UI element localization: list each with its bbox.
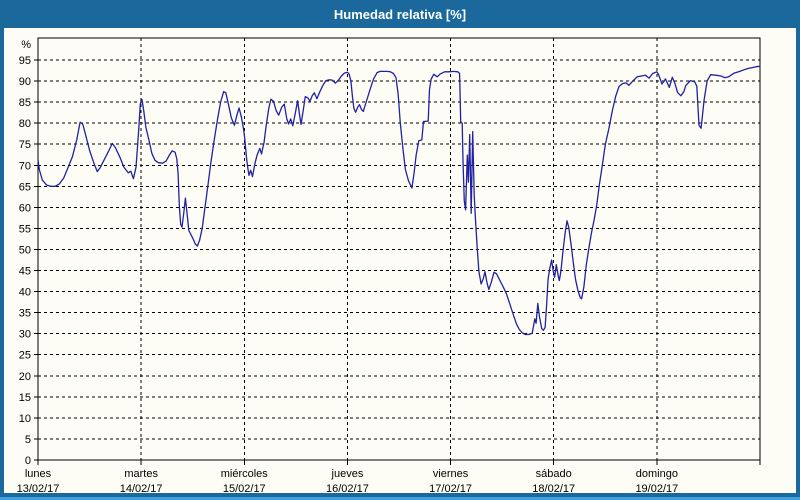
x-axis-date-label: 19/02/17 [635, 483, 678, 493]
x-axis-day-label: jueves [331, 468, 364, 480]
y-axis-label: 20 [19, 371, 31, 383]
y-axis-label: 85 [19, 97, 31, 109]
window-titlebar: Humedad relativa [%] [0, 0, 800, 28]
y-axis-label: 90 [19, 76, 31, 88]
x-axis-date-label: 15/02/17 [223, 483, 266, 493]
humidity-line-chart: 0 5 10 15 20 25 30 35 40 45 50 55 60 65 70 75 80 85 90 95% l… [17, 37, 761, 495]
x-axis-date-label: 17/02/17 [429, 483, 472, 493]
chart-area: 0 5 10 15 20 25 30 35 40 45 50 55 60 65 70 75 80 85 90 95% l… [4, 28, 796, 495]
window-bottom-edge [0, 497, 800, 500]
x-axis-day-label: lunes [25, 468, 52, 480]
y-axis-label: 45 [19, 266, 31, 278]
y-axis-label: 80 [19, 118, 31, 130]
x-axis-day-label: martes [124, 468, 158, 480]
y-axis-label: 55 [19, 223, 31, 235]
y-axis-label: 50 [19, 244, 31, 256]
humidity-series-line [37, 65, 761, 336]
x-axis-date-label: 14/02/17 [120, 483, 163, 493]
y-axis-label: 60 [19, 202, 31, 214]
y-axis-label: 95 [19, 55, 31, 67]
y-axis-label: 75 [19, 139, 31, 151]
y-axis-unit-label: % [21, 39, 31, 51]
y-axis-label: 15 [19, 392, 31, 404]
x-axis-date-label: 18/02/17 [532, 483, 575, 493]
y-axis-label: 10 [19, 413, 31, 425]
x-axis-day-label: miércoles [221, 468, 269, 480]
y-axis-label: 25 [19, 350, 31, 362]
x-axis-date-label: 13/02/17 [17, 483, 60, 493]
x-axis-day-label: viernes [433, 468, 469, 480]
y-axis-label: 65 [19, 181, 31, 193]
window-title: Humedad relativa [%] [333, 6, 467, 22]
x-axis-day-label: sábado [536, 468, 572, 480]
x-axis-date-label: 16/02/17 [326, 483, 369, 493]
y-axis-label: 5 [25, 434, 31, 446]
y-axis-label: 0 [25, 455, 31, 467]
y-axis-label: 40 [19, 287, 31, 299]
y-axis-label: 35 [19, 308, 31, 320]
x-axis-day-label: domingo [636, 468, 678, 480]
y-axis-label: 70 [19, 160, 31, 172]
y-axis-label: 30 [19, 329, 31, 341]
